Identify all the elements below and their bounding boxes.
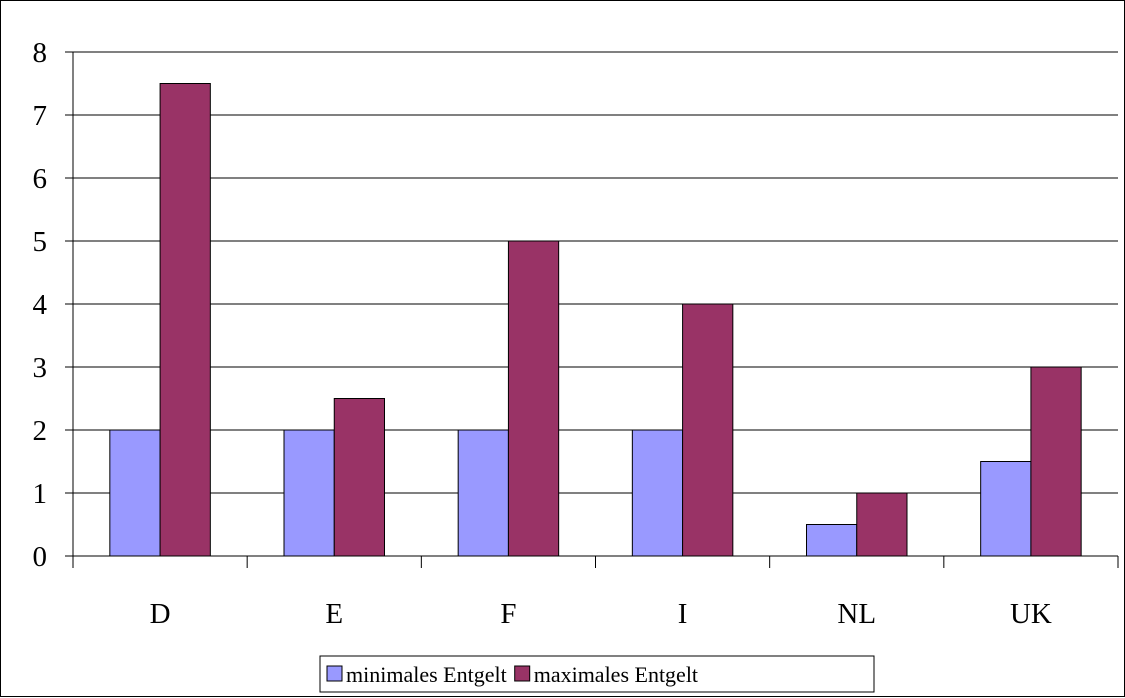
- bars: [109, 83, 1082, 557]
- bar-min-nl: [806, 524, 858, 557]
- gridlines: [73, 51, 1118, 494]
- y-tick-label: 1: [33, 478, 48, 510]
- bar-max-d: [159, 83, 211, 557]
- y-tick-label: 3: [33, 352, 48, 384]
- bar-max-uk: [1030, 366, 1082, 557]
- x-category-label: F: [500, 598, 516, 630]
- legend-swatch: [514, 665, 531, 682]
- bar-min-uk: [980, 461, 1032, 557]
- bar-max-f: [507, 240, 560, 557]
- y-tick-label: 6: [33, 163, 48, 195]
- bar-min-f: [457, 429, 509, 557]
- bar-min-d: [109, 429, 161, 557]
- x-category-label: I: [678, 598, 688, 630]
- bar-max-e: [333, 398, 385, 557]
- y-tick-labels: 0 1 2 3 4 5 6 7 8: [33, 37, 48, 573]
- bar-min-i: [631, 429, 684, 557]
- bar-max-nl: [856, 492, 908, 557]
- x-category-label: D: [150, 598, 171, 630]
- axes: [65, 51, 1119, 568]
- x-category-labels: D E F I NL UK: [150, 598, 1052, 630]
- x-category-label: UK: [1010, 598, 1052, 630]
- legend-box: [319, 655, 875, 693]
- legend-label: maximales Entgelt: [534, 662, 698, 687]
- y-tick-label: 4: [33, 289, 48, 321]
- legend-label: minimales Entgelt: [346, 662, 507, 687]
- legend-swatch: [326, 665, 343, 682]
- y-tick-label: 8: [33, 37, 48, 69]
- x-category-label: NL: [837, 598, 876, 630]
- y-tick-label: 0: [33, 541, 48, 573]
- legend: minimales Entgelt maximales Entgelt: [319, 655, 875, 693]
- bar-min-e: [283, 429, 335, 557]
- y-tick-label: 7: [33, 100, 48, 132]
- x-category-label: E: [325, 598, 343, 630]
- y-tick-label: 2: [33, 415, 48, 447]
- bar-max-i: [682, 303, 734, 557]
- y-tick-label: 5: [33, 226, 48, 258]
